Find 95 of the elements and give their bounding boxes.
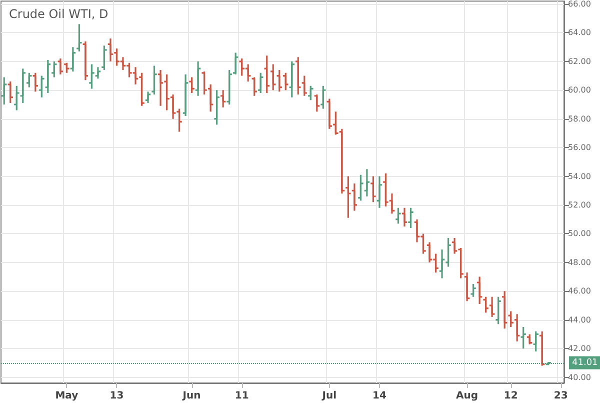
candlestick <box>76 23 83 52</box>
y-tick-label: 58.00 <box>568 114 591 124</box>
candlestick <box>188 76 196 94</box>
candlestick <box>276 69 283 92</box>
candlestick <box>407 207 414 229</box>
candlestick <box>532 330 540 352</box>
x-tick-label: Jul <box>321 390 337 402</box>
candlestick <box>538 330 546 367</box>
candlestick <box>88 63 96 90</box>
candlestick <box>263 54 270 94</box>
candlestick <box>488 296 496 318</box>
candlestick <box>144 90 152 104</box>
candlestick <box>0 76 8 106</box>
candlestick <box>307 85 314 101</box>
candlestick <box>38 74 46 98</box>
candlestick <box>520 326 527 350</box>
candlestick <box>526 333 533 346</box>
y-tick-label: 60.00 <box>568 86 591 95</box>
candlestick <box>364 168 370 198</box>
x-tick-label: Aug <box>456 390 478 402</box>
candlestick <box>438 248 446 279</box>
x-tick-label: 12 <box>504 390 518 402</box>
candlestick <box>94 66 102 80</box>
candlestick <box>13 85 20 112</box>
candlestick <box>50 60 58 78</box>
candlestick <box>182 74 189 117</box>
y-tick-label: 52.00 <box>568 200 591 210</box>
candlestick <box>6 80 14 104</box>
candlestick <box>57 58 64 76</box>
candlestick <box>357 174 364 202</box>
candlestick <box>82 40 89 81</box>
x-tick-label: May <box>55 390 79 402</box>
x-tick-label: 23 <box>554 390 568 402</box>
y-tick-label: 46.00 <box>568 286 591 296</box>
candlestick <box>207 84 214 112</box>
candlestick <box>444 237 452 268</box>
y-tick-label: 48.00 <box>568 258 591 267</box>
candlestick <box>70 46 76 72</box>
y-tick-label: 64.00 <box>568 28 591 38</box>
candlestick <box>394 207 402 224</box>
candlestick <box>314 94 320 112</box>
candlestick <box>138 72 146 107</box>
candlestick <box>470 283 477 298</box>
candlestick <box>257 72 264 94</box>
candlestick <box>320 85 327 110</box>
candlestick <box>288 60 296 98</box>
y-tick-label: 40.00 <box>568 372 591 382</box>
candlestick <box>270 63 277 91</box>
candlestick <box>32 72 39 92</box>
y-tick-label: 56.00 <box>568 143 591 152</box>
candlestick <box>44 59 52 94</box>
candlestick <box>250 76 258 97</box>
text: Crude Oil WTI, D <box>9 7 108 21</box>
x-tick-label: 11 <box>234 390 249 402</box>
candlestick <box>100 44 108 71</box>
candlestick <box>26 72 33 88</box>
candlestick <box>476 276 483 305</box>
x-tick-label: 14 <box>372 390 386 402</box>
candlestick <box>514 313 520 342</box>
ref-line-label: 41.01 <box>572 358 598 368</box>
candlestick <box>194 60 202 97</box>
candlestick <box>150 64 158 96</box>
candlestick <box>351 182 358 212</box>
candlestick <box>344 175 352 219</box>
candlestick <box>370 175 377 203</box>
candlestick <box>401 207 408 228</box>
candlestick <box>494 296 502 325</box>
candlestick <box>376 175 383 209</box>
candlestick <box>107 38 114 62</box>
x-tick-label: Jun <box>182 390 201 402</box>
candlestick <box>464 272 470 302</box>
y-tick-label: 44.00 <box>568 315 591 324</box>
candlestick <box>282 72 290 91</box>
candlestick <box>338 128 346 194</box>
candlestick <box>200 70 208 96</box>
candlestick <box>19 68 26 104</box>
candlestick <box>507 310 514 328</box>
candlestick <box>382 172 390 208</box>
y-tick-label: 66.00 <box>568 0 591 8</box>
candlestick <box>482 296 490 314</box>
candlestick <box>388 192 396 214</box>
y-tick-label: 62.00 <box>568 56 591 66</box>
candlestick <box>294 56 302 96</box>
candlestick <box>501 290 508 330</box>
candlestick <box>213 89 220 126</box>
y-tick-label: 42.00 <box>568 344 591 354</box>
candlestick <box>220 89 226 108</box>
candlestick <box>300 74 308 97</box>
y-tick-label: 50.00 <box>568 229 591 238</box>
y-tick-label: 54.00 <box>568 172 591 181</box>
candlestick <box>170 94 176 120</box>
candlestick <box>226 69 233 106</box>
candlestick <box>232 52 239 76</box>
candlestick <box>176 108 183 133</box>
x-tick-label: 13 <box>110 390 124 402</box>
